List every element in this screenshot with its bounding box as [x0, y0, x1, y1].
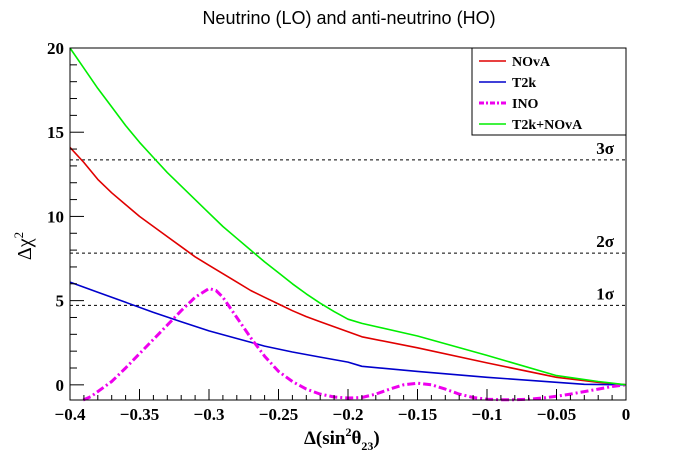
reference-lines: 1σ 2σ 3σ: [70, 139, 626, 306]
x-tick-label: −0.15: [398, 405, 437, 424]
x-tick-label: −0.3: [194, 405, 225, 424]
y-tick-label: 15: [47, 123, 64, 142]
x-tick-label: −0.35: [120, 405, 159, 424]
legend-label: T2k+NOvA: [512, 118, 583, 133]
y-tick-label: 5: [56, 292, 65, 311]
sigma-label: 2σ: [596, 232, 615, 251]
x-tick-label: −0.05: [537, 405, 576, 424]
y-tick-label: 10: [47, 207, 64, 226]
x-axis-label: Δ(sin2θ23): [304, 425, 380, 453]
series-t2k: [69, 281, 627, 386]
legend-box: [471, 47, 627, 136]
x-tick-label: 0: [622, 405, 631, 424]
y-tick-label: 0: [56, 376, 65, 395]
x-tick-label: −0.25: [259, 405, 298, 424]
x-tick-label: −0.1: [472, 405, 503, 424]
chart-title: Neutrino (LO) and anti-neutrino (HO): [202, 8, 495, 28]
legend-label: T2k: [512, 76, 536, 91]
sigma-label: 3σ: [596, 139, 615, 158]
legend-label: NOvA: [512, 55, 551, 70]
series-nova: [69, 146, 627, 386]
legend: NOvA T2k INO T2k+NOvA: [471, 47, 627, 136]
sigma-label: 1σ: [596, 284, 615, 303]
y-axis-label: Δχ2: [11, 232, 36, 260]
axes: −0.4 −0.35 −0.3 −0.25 −0.2 −0.15 −0.1 −0.05 0051…: [47, 39, 630, 424]
y-tick-label: 20: [47, 39, 64, 58]
series-t2k-nova: [69, 47, 627, 386]
x-tick-label: −0.2: [333, 405, 364, 424]
x-tick-label: −0.4: [55, 405, 86, 424]
legend-label: INO: [512, 97, 539, 112]
